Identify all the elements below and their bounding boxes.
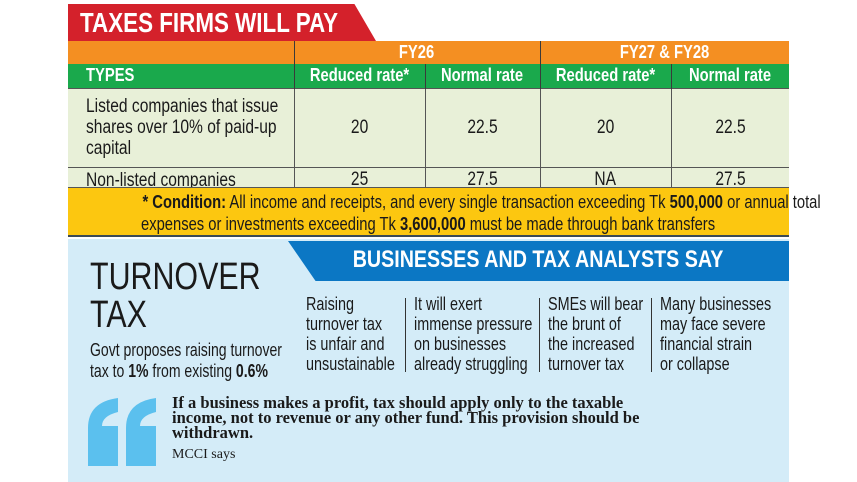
quote-divider <box>651 298 652 372</box>
title-banner: TAXES FIRMS WILL PAY <box>68 4 376 41</box>
new-rate: 1% <box>128 361 149 381</box>
turnover-heading: TURNOVER TAX <box>90 256 261 336</box>
column-header-fy26-reduced: Reduced rate* <box>293 64 425 88</box>
mcci-quote: If a business makes a profit, tax should… <box>172 393 640 442</box>
period-header-fy26: FY26 <box>293 41 540 64</box>
fy27-normal-cell: 22.5 <box>670 87 790 167</box>
old-rate: 0.6% <box>235 361 268 381</box>
condition-amount-1: 500,000 <box>669 192 724 212</box>
condition-label: * Condition: <box>142 192 227 212</box>
analyst-quote-2: It will exert immense pressure on business… <box>414 294 533 374</box>
column-header-fy26-normal: Normal rate <box>424 64 540 88</box>
column-header-fy27-reduced: Reduced rate* <box>539 64 671 88</box>
column-header-types: TYPES <box>86 65 135 86</box>
fy26-reduced-cell: 20 <box>293 87 425 167</box>
analysts-banner: BUSINESSES AND TAX ANALYSTS SAY <box>288 241 789 281</box>
column-header-fy27-normal: Normal rate <box>670 64 790 88</box>
period-header-fy27-28: FY27 & FY28 <box>539 41 790 64</box>
quote-source: MCCI says <box>172 447 236 462</box>
page-title: TAXES FIRMS WILL PAY <box>80 7 339 38</box>
condition-amount-2: 3,600,000 <box>400 214 467 234</box>
column-header-row: TYPES Reduced rate* Normal rate Reduced … <box>68 64 790 88</box>
type-cell: Listed companies that issue shares over … <box>68 87 294 167</box>
tax-rates-table: FY26 FY27 & FY28 TYPES Reduced rate* Nor… <box>68 41 790 193</box>
turnover-description: Govt proposes raising turnover tax to 1%… <box>90 340 282 381</box>
analyst-quote-3: SMEs will bear the brunt of the increased t… <box>548 294 644 374</box>
condition-note: * Condition: All income and receipts, an… <box>68 187 821 237</box>
table-row: Listed companies that issue shares over … <box>68 87 790 167</box>
analyst-quote-4: Many businesses may face severe financial … <box>660 294 772 374</box>
quote-divider <box>405 298 406 372</box>
analyst-quote-1: Raising turnover tax is unfair and unsustai… <box>306 294 395 374</box>
analysts-heading: BUSINESSES AND TAX ANALYSTS SAY <box>353 246 724 273</box>
fy27-reduced-cell: 20 <box>539 87 671 167</box>
fy26-normal-cell: 22.5 <box>424 87 540 167</box>
period-header-row: FY26 FY27 & FY28 <box>68 41 790 64</box>
quote-divider <box>539 298 540 372</box>
quote-mark-icon <box>88 398 156 466</box>
period-header-empty <box>68 41 294 64</box>
